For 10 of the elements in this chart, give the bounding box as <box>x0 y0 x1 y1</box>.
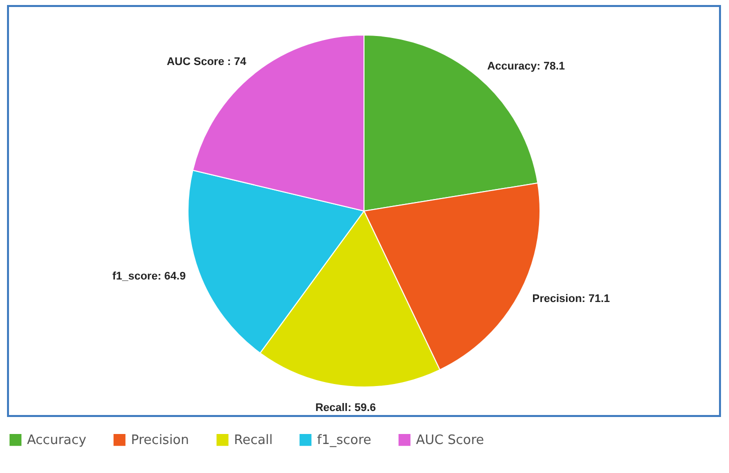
data-label: Recall: 59.6 <box>315 402 376 414</box>
legend-label: AUC Score <box>416 432 484 448</box>
data-label: Precision: 71.1 <box>532 293 610 306</box>
legend-label: Accuracy <box>27 432 87 448</box>
data-label: AUC Score : 74 <box>166 56 248 68</box>
legend-label: f1_score <box>317 432 372 448</box>
data-label: Accuracy: 78.1 <box>487 60 565 72</box>
data-label: f1_score: 64.9 <box>112 270 186 283</box>
legend-label: Precision <box>131 432 190 448</box>
legend-label: Recall <box>234 432 273 448</box>
